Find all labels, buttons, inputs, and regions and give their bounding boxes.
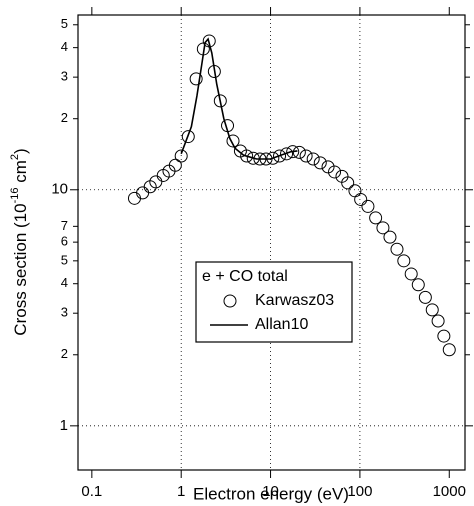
x-axis-label: Electron energy (eV) [193,484,349,503]
y-tick-label: 6 [61,234,68,249]
y-tick-label: 3 [61,69,68,84]
data-point [306,152,320,166]
data-point [189,72,203,86]
legend-label: Allan10 [255,316,308,333]
y-tick-label: 3 [61,305,68,320]
data-point [299,149,313,163]
y-tick-label: 5 [61,252,68,267]
y-label-sup: 2 [9,154,21,160]
x-tick-label: 1 [177,483,185,500]
y-label-part: ) [11,148,30,154]
data-point [442,343,456,357]
data-point [168,158,182,172]
y-label-sup: -16 [9,188,21,204]
legend-label: Karwasz03 [255,292,334,309]
data-point [361,199,375,213]
data-point [240,149,254,163]
legend-marker [223,294,237,308]
data-point [354,192,368,206]
data-point [292,145,306,159]
data-point [127,191,141,205]
legend-title: e + CO total [202,268,288,285]
y-tick-label: 2 [61,110,68,125]
y-tick-label: 10 [51,181,68,198]
data-point [369,211,383,225]
x-tick-label: 10 [262,483,279,500]
y-axis-label: Cross section (10-16 cm2) [9,148,31,335]
data-point [136,186,150,200]
x-tick-label: 100 [347,483,372,500]
y-tick-label: 4 [61,275,68,290]
data-point [397,254,411,268]
y-label-part: Cross section (10 [11,203,30,335]
legend-box [195,261,353,343]
data-line [180,37,298,160]
y-tick-label: 4 [61,39,68,54]
data-point [383,230,397,244]
data-point [404,267,418,281]
x-tick-label: 0.1 [81,483,102,500]
x-tick-label: 1000 [433,483,466,500]
data-point [376,221,390,235]
data-point [328,165,342,179]
data-point [280,147,294,161]
data-point [411,278,425,292]
data-point [313,156,327,170]
y-label-part: cm [11,160,30,187]
data-point [174,149,188,163]
data-point [181,130,195,144]
data-point [273,149,287,163]
data-point [341,176,355,190]
data-point [348,184,362,198]
data-point [390,242,404,256]
data-point [418,290,432,304]
data-point [286,145,300,159]
data-point [226,134,240,148]
data-point [431,314,445,328]
plot-frame [77,14,466,471]
data-point [321,160,335,174]
y-tick-label: 1 [60,417,68,434]
data-point [437,329,451,343]
data-point [213,94,227,108]
legend: e + CO total Karwasz03 Allan10 [195,261,353,343]
data-point [149,175,163,189]
y-tick-label: 5 [61,16,68,31]
data-point [202,34,216,48]
y-tick-label: 7 [61,218,68,233]
data-point [425,303,439,317]
y-tick-label: 2 [61,346,68,361]
